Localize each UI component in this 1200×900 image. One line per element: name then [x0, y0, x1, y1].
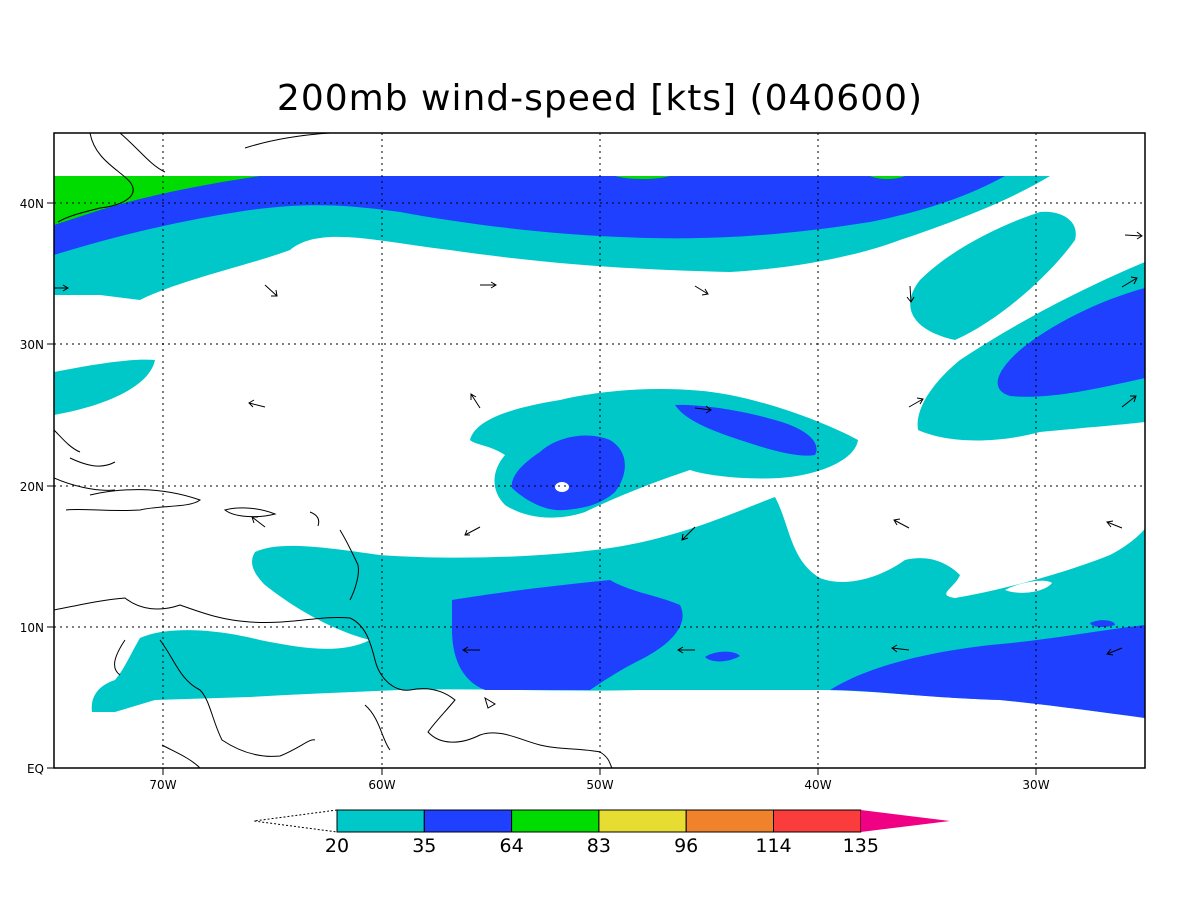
- lat-label-10n: 10N: [20, 621, 44, 635]
- patch-ne-32n: [910, 211, 1076, 340]
- cyclone-blue-streak: [675, 404, 817, 456]
- graticule: [54, 133, 1145, 768]
- lon-label-30w: 30W: [1022, 778, 1049, 792]
- colorbar-cell-83-96: [598, 809, 687, 833]
- colorbar-cell-20-35: [336, 809, 425, 833]
- colorbar: 20 35 64 83 96 114 135: [253, 809, 950, 857]
- map-title: 200mb wind-speed [kts] (040600): [276, 78, 924, 119]
- colorbar-label-20: 20: [325, 835, 349, 857]
- colorbar-cell-64-83: [511, 809, 600, 833]
- tropical-band-blue-east: [830, 625, 1145, 718]
- jet-green-core: [54, 176, 260, 225]
- lon-label-50w: 50W: [586, 778, 613, 792]
- colorbar-label-96: 96: [674, 835, 698, 857]
- lat-label-eq: EQ: [27, 762, 44, 776]
- colorbar-cell-96-114: [685, 809, 775, 833]
- colorbar-cell-114-135: [773, 809, 862, 833]
- tropical-band-blue: [452, 580, 683, 690]
- lat-label-30n: 30N: [20, 338, 44, 352]
- jet-blue-east: [997, 288, 1145, 397]
- colorbar-cell-35-64: [423, 809, 513, 833]
- longitude-labels: 70W 60W 50W 40W 30W: [149, 778, 1049, 792]
- coastlines: [54, 133, 613, 768]
- wind-vectors: [54, 231, 1143, 656]
- lat-label-20n: 20N: [20, 480, 44, 494]
- lon-label-40w: 40W: [804, 778, 831, 792]
- colorbar-label-35: 35: [412, 835, 436, 857]
- cyclone-blue-core: [511, 435, 625, 511]
- colorbar-over-triangle: [860, 810, 950, 832]
- cyclone-eye: [555, 482, 569, 492]
- colorbar-label-64: 64: [500, 835, 524, 857]
- patch-west-27n: [54, 359, 155, 415]
- latitude-labels: 40N 30N 20N 10N EQ: [20, 197, 44, 776]
- lat-label-40n: 40N: [20, 197, 44, 211]
- colorbar-label-83: 83: [587, 835, 611, 857]
- lon-label-60w: 60W: [368, 778, 395, 792]
- colorbar-label-114: 114: [755, 835, 791, 857]
- colorbar-label-135: 135: [843, 835, 879, 857]
- colorbar-under-triangle: [253, 809, 338, 833]
- jet-blue-north: [54, 176, 1005, 255]
- lon-label-70w: 70W: [149, 778, 176, 792]
